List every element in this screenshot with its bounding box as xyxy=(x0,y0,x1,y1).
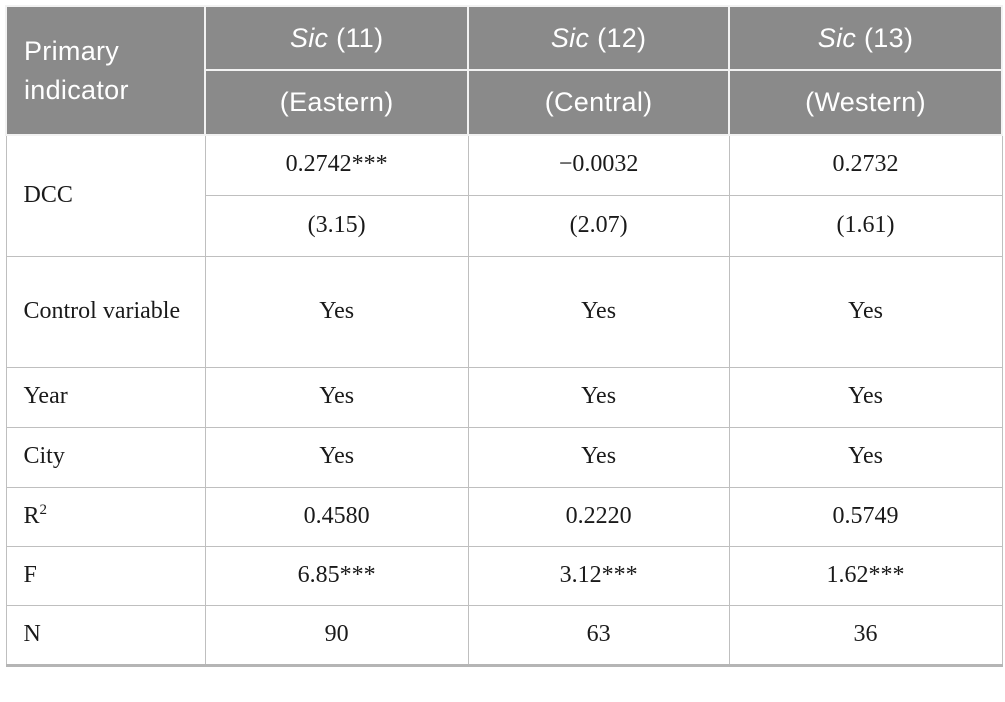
row-f-statistic: F 6.85*** 3.12*** 1.62*** xyxy=(5,545,1003,606)
row-label-n: N xyxy=(5,604,206,667)
cell-control-central: Yes xyxy=(467,255,730,368)
cell-dcc-coef-western: 0.2732 xyxy=(728,134,1003,196)
regression-results-table: Primary indicator Sic (11) Sic (12) Sic … xyxy=(4,5,1003,667)
cell-dcc-tstat-western: (1.61) xyxy=(728,194,1003,257)
cell-r2-western: 0.5749 xyxy=(728,486,1003,547)
page: Primary indicator Sic (11) Sic (12) Sic … xyxy=(4,5,1003,667)
cell-dcc-tstat-eastern: (3.15) xyxy=(204,194,469,257)
row-control-variable: Control variable Yes Yes Yes xyxy=(5,255,1003,368)
sic13-italic: Sic xyxy=(817,22,857,53)
cell-control-eastern: Yes xyxy=(204,255,469,368)
sic11-italic: Sic xyxy=(289,22,329,53)
cell-dcc-tstat-central: (2.07) xyxy=(467,194,730,257)
row-city: City Yes Yes Yes xyxy=(5,426,1003,488)
cell-city-eastern: Yes xyxy=(204,426,469,488)
r-squared-base: R xyxy=(23,502,40,529)
sic12-italic: Sic xyxy=(550,22,590,53)
row-year: Year Yes Yes Yes xyxy=(5,366,1003,428)
header-cell-sic11: Sic (11) xyxy=(204,5,470,71)
row-label-r-squared: R2 xyxy=(5,486,206,547)
cell-city-central: Yes xyxy=(467,426,730,488)
cell-year-western: Yes xyxy=(728,366,1003,428)
cell-city-western: Yes xyxy=(728,426,1003,488)
sic12-number: (12) xyxy=(589,22,647,53)
cell-f-western: 1.62*** xyxy=(728,545,1003,606)
cell-dcc-coef-eastern: 0.2742*** xyxy=(204,134,469,196)
table-header: Primary indicator Sic (11) Sic (12) Sic … xyxy=(4,5,1003,136)
header-cell-primary-indicator: Primary indicator xyxy=(4,5,207,136)
sic11-number: (11) xyxy=(328,22,384,53)
row-dcc-coefficients: DCC 0.2742*** −0.0032 0.2732 xyxy=(5,134,1003,257)
header-cell-sic12: Sic (12) xyxy=(467,5,731,71)
cell-dcc-coef-central: −0.0032 xyxy=(467,134,730,196)
r-squared-exponent: 2 xyxy=(39,501,48,518)
cell-f-central: 3.12*** xyxy=(467,545,730,606)
cell-n-western: 36 xyxy=(728,604,1003,667)
row-label-control-variable: Control variable xyxy=(5,255,206,368)
row-dcc-tstatistics: (3.15) (2.07) (1.61) xyxy=(6,194,1003,257)
cell-year-eastern: Yes xyxy=(204,366,469,428)
sic13-number: (13) xyxy=(856,22,914,53)
cell-r2-central: 0.2220 xyxy=(467,486,730,547)
cell-n-central: 63 xyxy=(467,604,730,667)
cell-year-central: Yes xyxy=(467,366,730,428)
row-r-squared: R2 0.4580 0.2220 0.5749 xyxy=(5,486,1003,547)
header-cell-central: (Central) xyxy=(467,69,731,136)
row-label-city: City xyxy=(5,426,206,488)
row-observations: N 90 63 36 xyxy=(5,604,1003,667)
header-row-region: (Eastern) (Central) (Western) xyxy=(6,69,1003,136)
cell-r2-eastern: 0.4580 xyxy=(204,486,469,547)
header-cell-western: (Western) xyxy=(728,69,1003,136)
row-label-f: F xyxy=(5,545,206,606)
table-body: DCC 0.2742*** −0.0032 0.2732 (3.15) (2.0… xyxy=(5,134,1003,667)
header-cell-eastern: (Eastern) xyxy=(204,69,470,136)
cell-f-eastern: 6.85*** xyxy=(204,545,469,606)
cell-n-eastern: 90 xyxy=(204,604,469,667)
row-label-dcc: DCC xyxy=(5,134,206,257)
header-cell-sic13: Sic (13) xyxy=(728,5,1003,71)
cell-control-western: Yes xyxy=(728,255,1003,368)
row-label-year: Year xyxy=(5,366,206,428)
header-row-title: Primary indicator Sic (11) Sic (12) Sic … xyxy=(4,5,1003,136)
